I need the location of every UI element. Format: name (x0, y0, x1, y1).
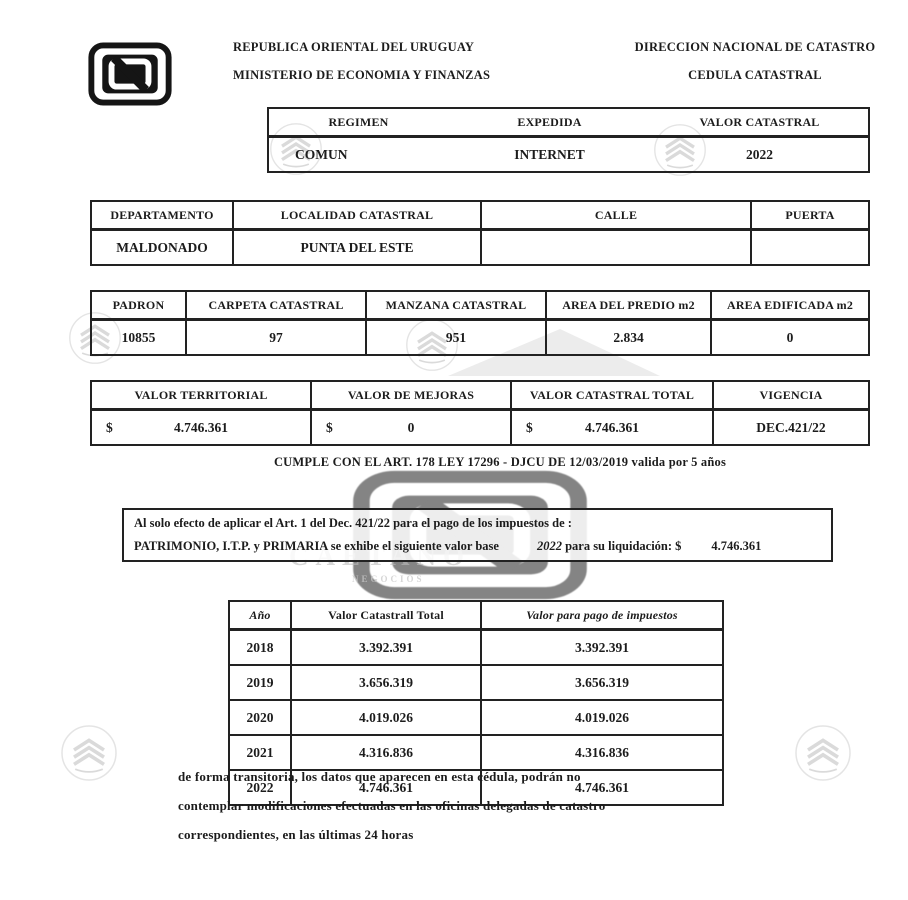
year-cell: 2020 (228, 699, 292, 736)
valores-table: VALOR TERRITORIAL VALOR DE MEJORAS VALOR… (90, 380, 870, 446)
valor-catastral-cell: 3.656.319 (290, 664, 482, 701)
header-right: DIRECCION NACIONAL DE CATASTRO CEDULA CA… (625, 33, 885, 89)
column-header: Valor para pago de impuestos (480, 600, 724, 631)
valor-mejoras-cell: $0 (310, 408, 512, 446)
valor-impuestos-cell: 3.392.391 (480, 628, 724, 666)
tax-box-amount: 4.746.361 (711, 539, 762, 553)
valor-catastral-year: 2022 (651, 135, 870, 173)
regimen-value: COMUN (267, 135, 448, 173)
brand-watermark-subtext: NEGOCIOS (352, 574, 425, 584)
table-row: 2018 3.392.391 3.392.391 (228, 628, 724, 666)
column-header: MANZANA CATASTRAL (365, 290, 547, 321)
tax-base-box: Al solo efecto de aplicar el Art. 1 del … (122, 508, 833, 562)
footer-note: de forma transitoria, los datos que apar… (178, 762, 605, 849)
currency-symbol: $ (526, 419, 533, 435)
valor-territorial-cell: $4.746.361 (90, 408, 312, 446)
tax-box-line2-text: PATRIMONIO, I.T.P. y PRIMARIA se exhibe … (134, 539, 499, 553)
puerta-value (750, 228, 870, 266)
valor-catastral-total-cell: $4.746.361 (510, 408, 714, 446)
column-header: AREA EDIFICADA m2 (710, 290, 870, 321)
column-header: VALOR DE MEJORAS (310, 380, 512, 411)
valor-impuestos-cell: 4.746.361 (480, 769, 724, 806)
carpeta-value: 97 (185, 318, 367, 356)
valor-catastral-cell: 4.019.026 (290, 699, 482, 736)
year-cell: 2019 (228, 664, 292, 701)
localidad-value: PUNTA DEL ESTE (232, 228, 482, 266)
footer-note-line: de forma transitoria, los datos que apar… (178, 769, 581, 784)
table-row: 2022 4.746.361 4.746.361 (228, 769, 724, 806)
regimen-table: REGIMEN EXPEDIDA VALOR CATASTRAL COMUN I… (267, 107, 870, 173)
table-row: 2021 4.316.836 4.316.836 (228, 734, 724, 771)
history-table: Año Valor Catastrall Total Valor para pa… (228, 600, 724, 806)
column-header: LOCALIDAD CATASTRAL (232, 200, 482, 231)
vigencia-value: DEC.421/22 (712, 408, 870, 446)
valor-impuestos-cell: 4.316.836 (480, 734, 724, 771)
column-header: Valor Catastrall Total (290, 600, 482, 631)
year-cell: 2022 (228, 769, 292, 806)
valor-territorial-amount: 4.746.361 (174, 419, 228, 435)
valor-impuestos-cell: 3.656.319 (480, 664, 724, 701)
column-header: REGIMEN (267, 107, 448, 138)
manzana-value: 951 (365, 318, 547, 356)
header-ministry-line: MINISTERIO DE ECONOMIA Y FINANZAS (233, 68, 491, 82)
column-header: EXPEDIDA (448, 107, 651, 138)
column-header: Año (228, 600, 292, 631)
column-header: DEPARTAMENTO (90, 200, 234, 231)
footer-note-line: correspondientes, en las últimas 24 hora… (178, 827, 414, 842)
column-header: VALOR CATASTRAL TOTAL (510, 380, 714, 411)
footer-note-line: contemplar modificaciones efectuadas en … (178, 798, 606, 813)
padron-table: PADRON CARPETA CATASTRAL MANZANA CATASTR… (90, 290, 870, 356)
valor-impuestos-cell: 4.019.026 (480, 699, 724, 736)
area-predio-value: 2.834 (545, 318, 712, 356)
area-edificada-value: 0 (710, 318, 870, 356)
valor-catastral-cell: 4.316.836 (290, 734, 482, 771)
valor-catastral-total-amount: 4.746.361 (585, 419, 639, 435)
expedida-value: INTERNET (448, 135, 651, 173)
tax-box-line2: PATRIMONIO, I.T.P. y PRIMARIA se exhibe … (134, 539, 761, 554)
header-country-line: REPUBLICA ORIENTAL DEL URUGUAY (233, 40, 475, 54)
tax-box-year: 2022 (536, 539, 562, 553)
column-header: CARPETA CATASTRAL (185, 290, 367, 321)
valor-mejoras-amount: 0 (407, 419, 415, 435)
departamento-value: MALDONADO (90, 228, 234, 266)
padron-value: 10855 (90, 318, 187, 356)
table-row: 2019 3.656.319 3.656.319 (228, 664, 724, 701)
currency-symbol: $ (106, 419, 113, 435)
column-header: VALOR TERRITORIAL (90, 380, 312, 411)
tax-box-line1: Al solo efecto de aplicar el Art. 1 del … (134, 516, 572, 530)
column-header: PADRON (90, 290, 187, 321)
column-header: VALOR CATASTRAL (651, 107, 870, 138)
calle-value (480, 228, 752, 266)
column-header: AREA DEL PREDIO m2 (545, 290, 712, 321)
year-cell: 2018 (228, 628, 292, 666)
valor-catastral-cell: 3.392.391 (290, 628, 482, 666)
document-title: CEDULA CATASTRAL (688, 68, 822, 82)
header-direccion-line: DIRECCION NACIONAL DE CATASTRO (634, 40, 876, 54)
location-table: DEPARTAMENTO LOCALIDAD CATASTRAL CALLE P… (90, 200, 870, 266)
compliance-note: CUMPLE CON EL ART. 178 LEY 17296 - DJCU … (273, 455, 727, 469)
column-header: VIGENCIA (712, 380, 870, 411)
valor-catastral-cell: 4.746.361 (290, 769, 482, 806)
header-left: REPUBLICA ORIENTAL DEL URUGUAY MINISTERI… (233, 33, 490, 89)
tax-box-line2-text2: para su liquidación: $ (565, 539, 682, 553)
currency-symbol: $ (326, 419, 333, 435)
column-header: PUERTA (750, 200, 870, 231)
table-row: 2020 4.019.026 4.019.026 (228, 699, 724, 736)
column-header: CALLE (480, 200, 752, 231)
catastro-logo-icon (88, 42, 172, 106)
year-cell: 2021 (228, 734, 292, 771)
